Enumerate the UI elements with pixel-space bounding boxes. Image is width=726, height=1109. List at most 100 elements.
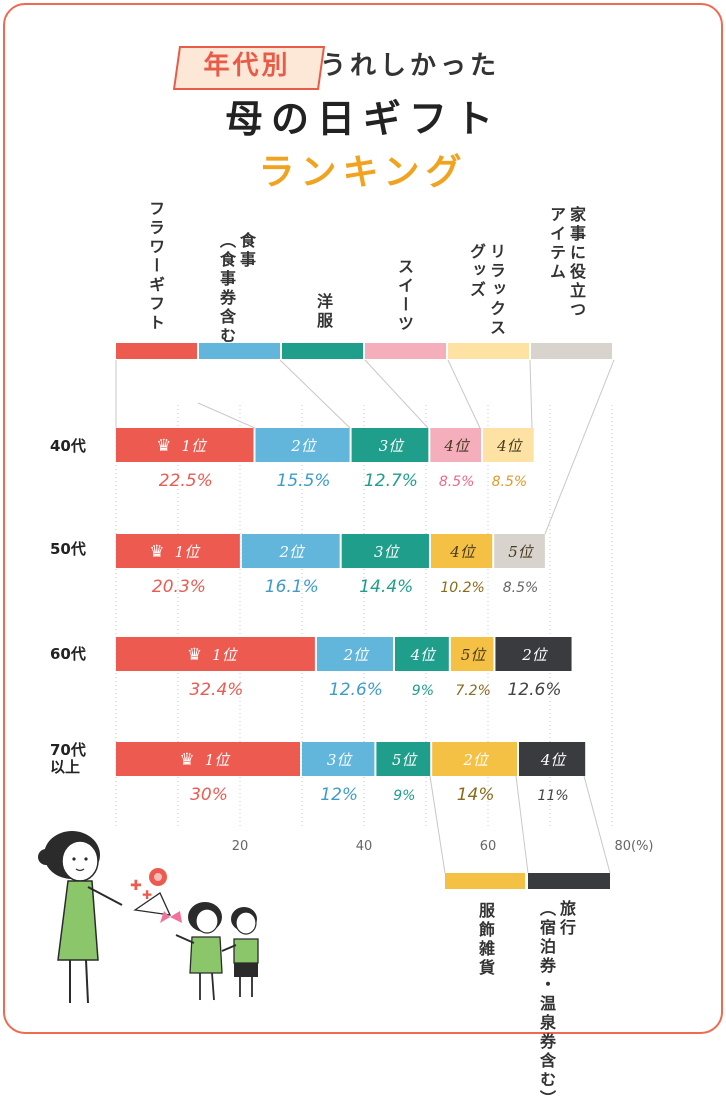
value-label: 15.5% xyxy=(277,471,331,491)
rank-label: 4位 xyxy=(410,646,438,664)
connector-line xyxy=(429,775,446,874)
rank-label: 4位 xyxy=(449,543,477,561)
legend-swatch-top xyxy=(199,343,280,359)
crown-icon: ♛ xyxy=(156,436,171,456)
rank-label: 2位 xyxy=(462,751,490,769)
legend-swatch-top xyxy=(282,343,363,359)
bar-segment xyxy=(341,534,429,568)
rank-label: 2位 xyxy=(278,543,306,561)
row-label-40: 40代 xyxy=(50,437,86,455)
value-label: 12% xyxy=(320,785,358,805)
mother-children-illustration: ✚ ✚ xyxy=(38,831,259,1004)
connector-line xyxy=(279,359,351,429)
rank-label: 3位 xyxy=(379,437,406,455)
connector-line xyxy=(364,359,429,429)
title-line2: 母の日ギフト xyxy=(224,97,501,141)
card-frame xyxy=(3,3,723,1034)
bar-segment xyxy=(430,428,482,462)
row-label-70-line1: 70代 xyxy=(50,741,86,759)
rank-label: 2位 xyxy=(521,646,549,664)
rank-label: 1位 xyxy=(175,543,202,561)
value-label: 9% xyxy=(412,683,434,699)
connector-line xyxy=(197,402,256,429)
svg-text:✚: ✚ xyxy=(142,888,152,902)
title-badge-text: 年代別 xyxy=(203,51,291,81)
rank-label: 3位 xyxy=(374,543,401,561)
legend-label-housework: 家事に役立つ アイテム xyxy=(547,206,586,320)
connector-line xyxy=(544,359,615,535)
bar-segment xyxy=(255,428,350,462)
row-label-50: 50代 xyxy=(50,540,86,558)
crown-icon: ♛ xyxy=(179,750,194,770)
crown-icon: ♛ xyxy=(187,645,202,665)
connector-line xyxy=(447,359,481,429)
legend-swatch-fashion xyxy=(445,873,525,889)
crown-icon: ♛ xyxy=(149,542,164,562)
row-label-70-line2: 以上 xyxy=(50,758,81,776)
bar-segment xyxy=(376,742,431,776)
value-label: 7.2% xyxy=(455,683,491,699)
legend-label-relax: リラックス グッズ xyxy=(467,243,506,338)
value-label: 30% xyxy=(190,785,228,805)
rank-label: 5位 xyxy=(461,646,488,664)
bar-segment xyxy=(241,534,340,568)
x-tick-label: 80(%) xyxy=(614,839,653,854)
bar-segment xyxy=(495,637,572,671)
bar-segment xyxy=(519,742,586,776)
x-tick-label: 20 xyxy=(232,839,249,854)
title-line1: うれしかった xyxy=(320,51,501,81)
row-label-70: 70代 以上 xyxy=(50,742,86,776)
svg-text:✚: ✚ xyxy=(130,878,142,894)
rank-label: 3位 xyxy=(327,751,354,769)
connector-line xyxy=(583,775,611,874)
legend-label-sweets: スイーツ xyxy=(395,258,414,334)
title-line3: ランキング xyxy=(258,152,468,193)
value-label: 12.6% xyxy=(329,680,383,700)
bar-segment xyxy=(450,637,494,671)
value-label: 32.4% xyxy=(189,680,243,700)
bar-segment xyxy=(351,428,429,462)
legend-swatch-top xyxy=(365,343,446,359)
value-label: 16.1% xyxy=(265,577,319,597)
bar-segment xyxy=(116,428,254,462)
bar-segment xyxy=(432,742,517,776)
legend-swatch-top xyxy=(448,343,529,359)
connector-line xyxy=(529,359,533,429)
row-label-60: 60代 xyxy=(50,645,86,663)
value-label: 10.2% xyxy=(440,580,484,596)
x-tick-label: 60 xyxy=(480,839,497,854)
connector-line xyxy=(515,775,529,874)
bar-segment xyxy=(430,534,493,568)
legend-label-fashion: 服飾雑貨 xyxy=(476,902,495,978)
rank-label: 1位 xyxy=(181,437,208,455)
value-label: 12.6% xyxy=(507,680,561,700)
rank-label: 1位 xyxy=(205,751,232,769)
bar-segment xyxy=(116,742,300,776)
legend-swatch-top xyxy=(116,343,197,359)
rank-label: 5位 xyxy=(392,751,419,769)
bar-segment xyxy=(483,428,534,462)
bar-segment xyxy=(316,637,393,671)
value-label: 9% xyxy=(393,788,415,804)
legend-swatch-travel xyxy=(528,873,610,889)
rank-label: 1位 xyxy=(212,646,239,664)
value-label: 14% xyxy=(457,785,495,805)
legend-swatch-top xyxy=(531,343,612,359)
rank-label: 4位 xyxy=(540,751,568,769)
value-label: 12.7% xyxy=(364,471,418,491)
value-label: 14.4% xyxy=(359,577,413,597)
value-label: 22.5% xyxy=(159,471,213,491)
rank-label: 2位 xyxy=(343,646,371,664)
legend-label-clothes: 洋服 xyxy=(314,293,333,331)
bar-segment xyxy=(116,637,315,671)
value-label: 8.5% xyxy=(492,474,528,490)
value-label: 8.5% xyxy=(439,474,475,490)
value-label: 11% xyxy=(538,788,569,804)
value-label: 20.3% xyxy=(152,577,206,597)
ranking-chart: 20 40 60 80(%) ♛ 1位 22.5% 2位 15.5% 3位 12.7% 4位 8.5% 4… xyxy=(115,343,654,889)
rank-label: 2位 xyxy=(290,437,318,455)
rank-label: 5位 xyxy=(508,543,535,561)
x-tick-label: 40 xyxy=(356,839,373,854)
rank-label: 4位 xyxy=(496,437,524,455)
value-label: 8.5% xyxy=(503,580,539,596)
